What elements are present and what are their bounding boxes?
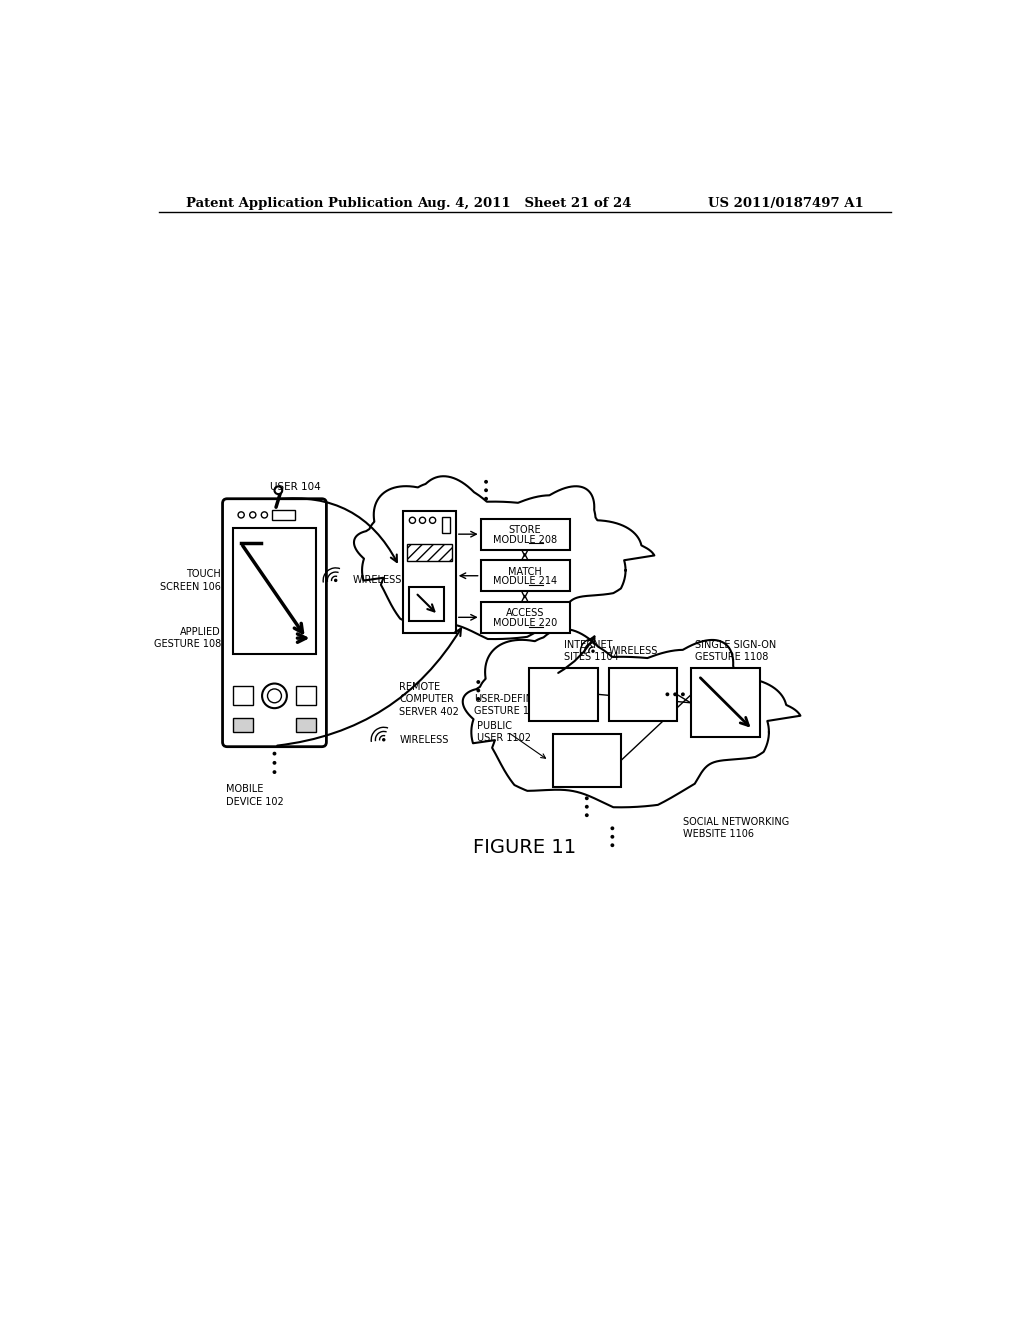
Circle shape: [419, 578, 464, 624]
Bar: [233, 528, 315, 653]
Circle shape: [505, 668, 572, 735]
Ellipse shape: [486, 665, 754, 799]
Circle shape: [482, 498, 545, 560]
Circle shape: [476, 689, 480, 693]
Circle shape: [429, 517, 435, 524]
Circle shape: [390, 511, 453, 573]
Circle shape: [610, 744, 659, 795]
Text: MATCH: MATCH: [508, 566, 542, 577]
Circle shape: [250, 512, 256, 517]
Text: US 2011/0187497 A1: US 2011/0187497 A1: [709, 197, 864, 210]
Bar: [690, 668, 761, 738]
Bar: [272, 511, 295, 520]
Circle shape: [382, 738, 385, 742]
Text: PUBLIC
USER 1102: PUBLIC USER 1102: [477, 721, 530, 743]
Bar: [296, 718, 315, 733]
Text: TOUCH
SCREEN 106: TOUCH SCREEN 106: [160, 569, 221, 591]
Circle shape: [272, 751, 276, 755]
Text: MODULE 220: MODULE 220: [493, 618, 557, 628]
Circle shape: [666, 693, 670, 696]
Circle shape: [410, 517, 416, 524]
Circle shape: [274, 486, 283, 494]
Text: REMOTE
COMPUTER
SERVER 402: REMOTE COMPUTER SERVER 402: [399, 682, 459, 717]
Circle shape: [555, 651, 626, 722]
Text: STORE: STORE: [509, 525, 541, 536]
Circle shape: [666, 669, 724, 727]
Circle shape: [585, 813, 589, 817]
Ellipse shape: [375, 510, 612, 631]
Circle shape: [591, 649, 595, 653]
Text: MOBILE
DEVICE 102: MOBILE DEVICE 102: [225, 784, 284, 807]
Circle shape: [334, 578, 338, 582]
Bar: [608, 668, 677, 721]
Text: Patent Application Publication: Patent Application Publication: [186, 197, 413, 210]
Circle shape: [608, 652, 676, 719]
Bar: [410, 586, 444, 622]
Text: USER 104: USER 104: [270, 482, 321, 492]
Text: WIRELESS: WIRELESS: [399, 735, 449, 744]
Bar: [480, 519, 569, 549]
Text: Aug. 4, 2011   Sheet 21 of 24: Aug. 4, 2011 Sheet 21 of 24: [418, 197, 632, 210]
Circle shape: [585, 805, 589, 809]
Text: USER-DEFINED
GESTURE 114: USER-DEFINED GESTURE 114: [474, 693, 547, 715]
Polygon shape: [354, 477, 654, 639]
Text: SINGLE SIGN-ON
GESTURE 1108: SINGLE SIGN-ON GESTURE 1108: [694, 640, 776, 663]
Circle shape: [262, 684, 287, 709]
Bar: [480, 561, 569, 591]
Circle shape: [484, 496, 488, 500]
Circle shape: [484, 480, 488, 483]
Text: WIRELESS: WIRELESS: [608, 647, 657, 656]
Bar: [233, 718, 253, 733]
Text: APPLIED
GESTURE 108: APPLIED GESTURE 108: [154, 627, 221, 649]
Circle shape: [435, 496, 500, 561]
Circle shape: [673, 693, 677, 696]
Circle shape: [610, 834, 614, 838]
Bar: [553, 734, 621, 787]
Bar: [480, 602, 569, 632]
Circle shape: [681, 693, 685, 696]
Text: ACCESS: ACCESS: [506, 609, 544, 619]
Text: FIGURE 11: FIGURE 11: [473, 838, 577, 857]
Circle shape: [272, 760, 276, 764]
Circle shape: [540, 578, 580, 619]
Bar: [442, 517, 450, 533]
Circle shape: [476, 680, 480, 684]
Text: INTERNET
SITES 1104: INTERNET SITES 1104: [563, 640, 618, 663]
Circle shape: [476, 697, 480, 701]
Circle shape: [484, 488, 488, 492]
Text: SOCIAL NETWORKING
WEBSITE 1106: SOCIAL NETWORKING WEBSITE 1106: [683, 817, 790, 840]
Bar: [296, 686, 315, 705]
Bar: [233, 686, 253, 705]
Circle shape: [532, 513, 587, 566]
Circle shape: [261, 512, 267, 517]
Circle shape: [536, 741, 586, 791]
Text: PATTERN
APPLICATOR 112: PATTERN APPLICATOR 112: [229, 700, 311, 722]
Circle shape: [585, 796, 589, 800]
Circle shape: [272, 770, 276, 774]
Circle shape: [610, 843, 614, 847]
Circle shape: [484, 582, 529, 627]
Polygon shape: [463, 628, 801, 808]
Bar: [403, 511, 456, 632]
Text: MODULE 214: MODULE 214: [493, 576, 557, 586]
Bar: [529, 668, 598, 721]
Text: WIRELESS: WIRELESS: [352, 576, 402, 585]
Text: MODULE 208: MODULE 208: [493, 535, 557, 545]
Circle shape: [420, 517, 426, 524]
Circle shape: [672, 741, 717, 785]
Circle shape: [238, 512, 245, 517]
FancyBboxPatch shape: [222, 499, 327, 747]
Bar: [407, 544, 452, 561]
Circle shape: [610, 826, 614, 830]
Circle shape: [267, 689, 282, 702]
